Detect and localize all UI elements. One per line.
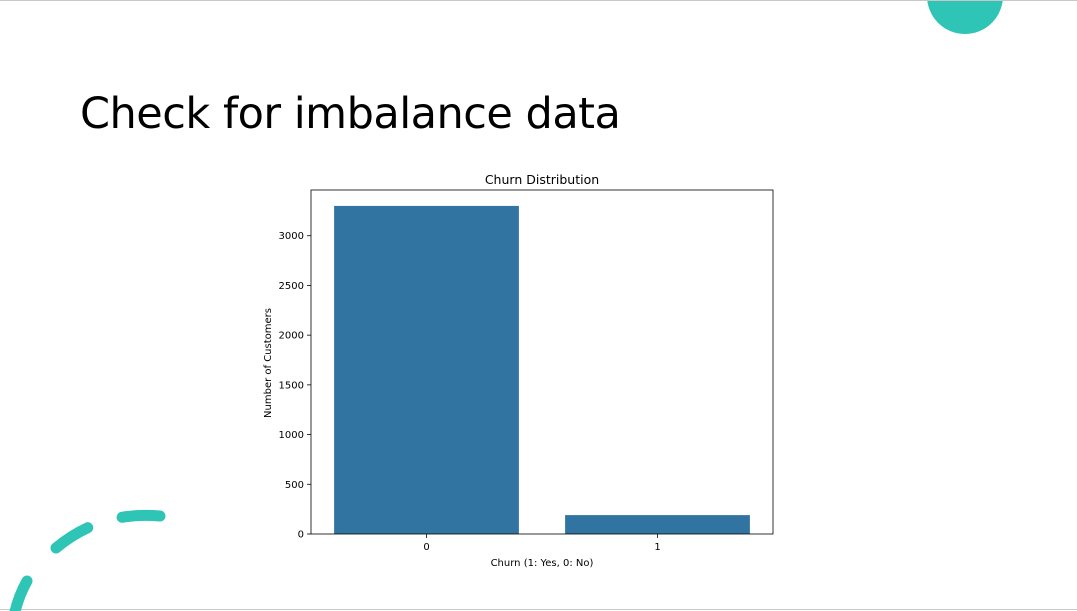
chart-title: Churn Distribution — [485, 172, 599, 187]
y-tick-label: 500 — [285, 480, 304, 491]
x-axis-label: Churn (1: Yes, 0: No) — [491, 558, 594, 569]
y-axis-label: Number of Customers — [263, 308, 274, 418]
y-tick-label: 3000 — [279, 231, 304, 242]
churn-bar-chart: Churn Distribution Number of Customers C… — [263, 172, 774, 569]
bar-0 — [334, 205, 519, 534]
bar-1 — [565, 515, 750, 534]
y-tick-label: 2500 — [279, 281, 304, 292]
x-tick-label: 0 — [423, 542, 429, 553]
y-tick-label: 2000 — [279, 331, 304, 342]
y-tick-label: 1000 — [279, 430, 304, 441]
y-tick-label: 1500 — [279, 380, 304, 391]
plot-area: 0 1 0 500 1000 1500 2000 2500 3000 — [279, 189, 774, 553]
slide-title: Check for imbalance data — [80, 89, 621, 139]
dashed-arc-decoration-lower — [9, 575, 33, 611]
x-tick-label: 1 — [654, 542, 660, 553]
accent-circle-decoration — [927, 1, 1003, 34]
dashed-arc-decoration — [50, 509, 166, 554]
plot-frame — [310, 189, 774, 535]
y-tick-label: 0 — [298, 530, 304, 541]
